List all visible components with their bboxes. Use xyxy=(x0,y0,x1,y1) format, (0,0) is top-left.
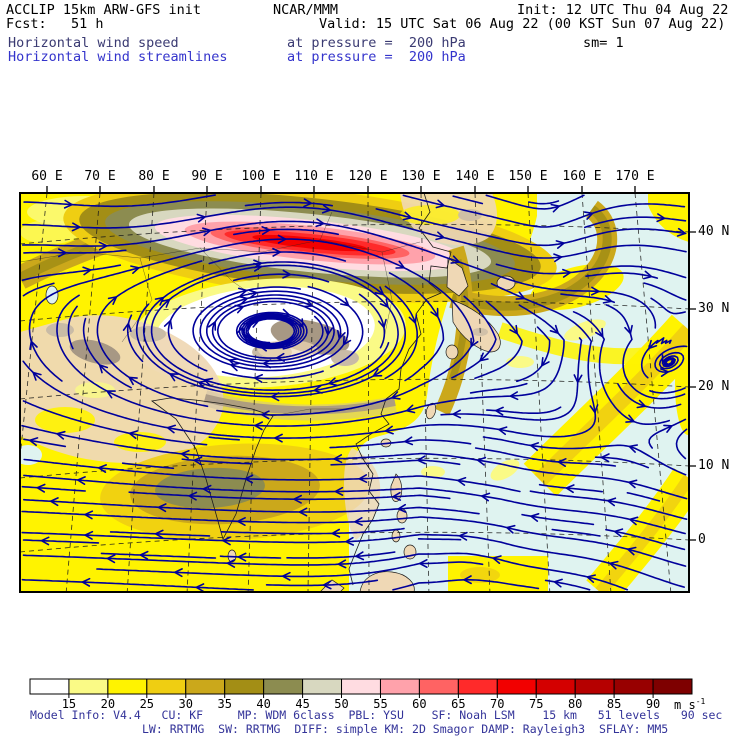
org-label: NCAR/MMM xyxy=(273,2,339,18)
colorbar-value: 45 xyxy=(295,697,310,711)
field2-level: at pressure = 200 hPa xyxy=(287,49,466,65)
lon-tick-label: 110 E xyxy=(294,169,334,184)
colorbar-value: 90 xyxy=(645,697,661,711)
lat-tick-label: 20 N xyxy=(698,379,730,394)
model-info-line1: Model Info: V4.4 CU: KF MP: WDM 6class P… xyxy=(30,708,723,722)
lon-tick-label: 130 E xyxy=(401,169,441,184)
field2-name: Horizontal wind streamlines xyxy=(8,49,228,65)
field1-level: at pressure = 200 hPa xyxy=(287,35,466,51)
lon-tick-label: 60 E xyxy=(31,169,63,184)
lon-tick-label: 90 E xyxy=(191,169,223,184)
colorbar-value: 75 xyxy=(529,697,544,711)
colorbar-value: 60 xyxy=(412,697,427,711)
colorbar-value: 35 xyxy=(217,697,232,711)
colorbar-value: 70 xyxy=(490,697,505,711)
korea xyxy=(446,257,469,297)
gold-band-corner xyxy=(595,474,689,592)
colorbar-unit: m s-1 xyxy=(674,697,706,712)
lon-tick-label: 100 E xyxy=(241,169,281,184)
colorbar-value: 50 xyxy=(334,697,349,711)
lon-tick-label: 80 E xyxy=(138,169,170,184)
asia-coastline xyxy=(348,193,452,586)
paleyellow-over-tan xyxy=(75,382,115,398)
lon-tick-label: 140 E xyxy=(455,169,495,184)
lon-tick-label: 70 E xyxy=(84,169,116,184)
smooth-label: sm= 1 xyxy=(583,35,624,51)
tick-marks xyxy=(46,186,696,541)
colorbar-value: 55 xyxy=(373,697,388,711)
init-time: Init: 12 UTC Thu 04 Aug 22 xyxy=(517,2,729,18)
longitude-axis: 60 E 70 E 80 E 90 E 100 E 110 E 120 E 130 E 140 … xyxy=(0,170,740,186)
valid-time: Valid: 15 UTC Sat 06 Aug 22 (00 KST Sun … xyxy=(319,16,726,32)
colorbar-cell xyxy=(652,678,693,695)
streamline-arrowheads xyxy=(28,198,687,592)
colorbar-value: 80 xyxy=(567,697,583,711)
colorbar-value: 20 xyxy=(100,697,116,711)
map-border xyxy=(19,192,690,593)
lat-tick-label: 30 N xyxy=(698,301,730,316)
paleyellow-speckle xyxy=(564,319,606,341)
lon-tick-label: 160 E xyxy=(562,169,602,184)
colorbar-labels: 15 20 25 30 35 40 45 50 55 60 65 70 75 80 85 90 xyxy=(0,697,740,713)
lat-tick-label: 10 N xyxy=(698,458,730,473)
himalaya-ridge xyxy=(204,394,396,415)
wind-streamlines xyxy=(21,194,688,592)
model-info-line2: LW: RRTMG SW: RRTMG DIFF: simple KM: 2D … xyxy=(142,722,669,736)
mountain-gray xyxy=(130,326,166,342)
map-canvas xyxy=(20,193,689,592)
lat-tick-label: 0 xyxy=(698,532,706,547)
lon-tick-label: 150 E xyxy=(508,169,548,184)
sumatra xyxy=(319,579,345,592)
colorbar-ticks xyxy=(68,694,654,698)
mountain-gray xyxy=(46,323,74,337)
lon-tick-label: 120 E xyxy=(348,169,388,184)
paleyellow-speckle xyxy=(421,466,445,478)
field1-name: Horizontal wind speed xyxy=(8,35,179,51)
japan-honshu xyxy=(451,299,501,353)
japan-kyushu xyxy=(445,344,459,360)
colorbar-value: 25 xyxy=(139,697,155,711)
axis-ticks xyxy=(46,186,696,541)
yellow-over-tan xyxy=(400,205,460,225)
colorbar-value: 85 xyxy=(606,697,622,711)
fcst-hour: Fcst: 51 h xyxy=(6,16,104,32)
colorbar xyxy=(29,678,693,698)
lon-tick-label: 170 E xyxy=(615,169,655,184)
colorbar-value: 15 xyxy=(61,697,77,711)
plot-title: ACCLIP 15km ARW-GFS init xyxy=(6,2,202,18)
colorbar-value: 65 xyxy=(451,697,466,711)
colorbar-value: 40 xyxy=(256,697,271,711)
lat-tick-label: 40 N xyxy=(698,224,730,239)
colorbar-value: 30 xyxy=(178,697,193,711)
paleyellow-speckle xyxy=(490,459,520,481)
borneo xyxy=(359,571,415,592)
